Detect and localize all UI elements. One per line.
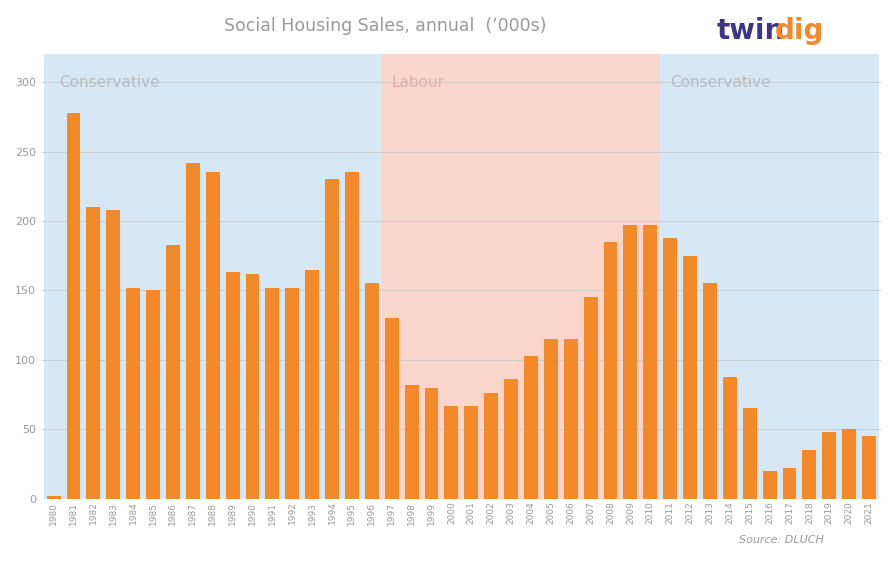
Bar (285, 288, 299, 498)
Bar (782, 468, 797, 498)
Text: Source: DLUCH: Source: DLUCH (739, 535, 824, 545)
Bar (382, 55, 660, 498)
Text: Conservative: Conservative (59, 75, 160, 90)
Text: Conservative: Conservative (670, 75, 771, 90)
Text: Social Housing Sales, annual  (’000s): Social Housing Sales, annual (’000s) (224, 17, 547, 35)
Bar (723, 377, 737, 498)
Bar (86, 207, 100, 498)
Bar (544, 339, 558, 498)
Bar (365, 283, 379, 498)
Bar (66, 112, 81, 498)
Bar (265, 288, 280, 498)
Bar (624, 225, 637, 498)
Bar (484, 393, 498, 498)
Bar (803, 450, 816, 498)
Text: dig: dig (775, 17, 824, 45)
Bar (660, 55, 879, 498)
Bar (743, 409, 757, 498)
Bar (246, 274, 260, 498)
Bar (226, 273, 239, 498)
Bar (762, 471, 777, 498)
Bar (583, 297, 598, 498)
Bar (524, 356, 538, 498)
Text: twin: twin (717, 17, 785, 45)
Bar (325, 179, 339, 498)
Bar (126, 288, 140, 498)
Bar (185, 162, 200, 498)
Bar (345, 173, 359, 498)
Bar (842, 429, 857, 498)
Bar (862, 436, 876, 498)
Bar (504, 379, 518, 498)
Bar (604, 242, 617, 498)
Bar (564, 339, 578, 498)
Bar (444, 406, 459, 498)
Bar (425, 388, 438, 498)
Bar (823, 432, 836, 498)
Bar (44, 55, 382, 498)
Bar (206, 173, 220, 498)
Bar (107, 210, 120, 498)
Text: Labour: Labour (392, 75, 444, 90)
Bar (663, 238, 677, 498)
Bar (464, 406, 478, 498)
Bar (683, 256, 697, 498)
Bar (166, 244, 180, 498)
Bar (47, 496, 61, 498)
Bar (306, 270, 319, 498)
Bar (643, 225, 658, 498)
Bar (146, 291, 160, 498)
Bar (703, 283, 717, 498)
Bar (405, 385, 418, 498)
Bar (384, 318, 399, 498)
